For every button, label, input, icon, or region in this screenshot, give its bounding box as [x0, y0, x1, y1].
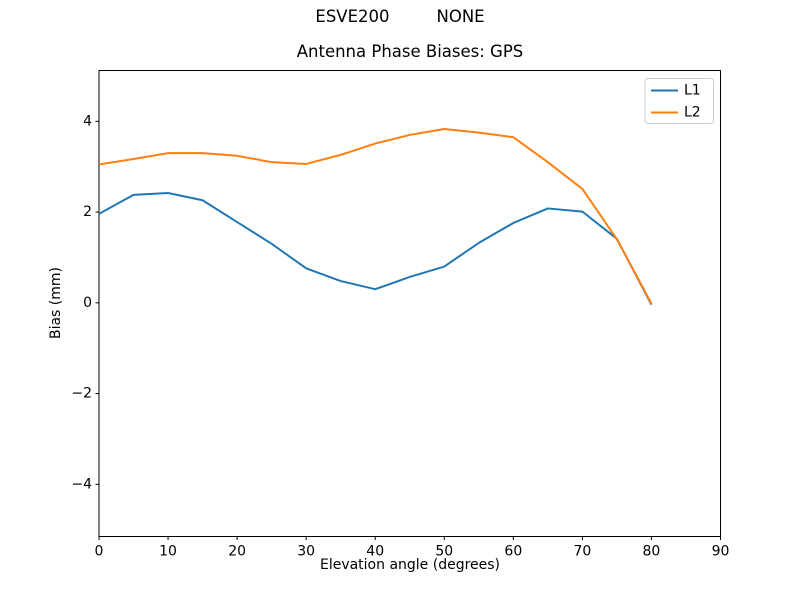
x-tick-label: 60	[504, 544, 522, 560]
x-tick-label: 10	[159, 544, 177, 560]
legend-label-l1: L1	[684, 83, 701, 99]
figure-suptitle: ESVE200 NONE	[0, 7, 800, 26]
y-tick-label: −4	[71, 476, 92, 492]
legend-box	[644, 78, 714, 124]
series-line-l1	[98, 192, 653, 306]
x-axis-label: Elevation angle (degrees)	[319, 557, 501, 573]
axes-frame	[98, 70, 721, 537]
y-tick-label: 2	[83, 204, 92, 220]
y-tick-label: 4	[83, 113, 92, 129]
y-tick-label: 0	[83, 295, 92, 311]
x-tick-label: 30	[297, 544, 315, 560]
x-tick-label: 70	[573, 544, 591, 560]
x-tick-label: 90	[712, 544, 730, 560]
suptitle-radome: NONE	[436, 7, 485, 26]
x-tick-label: 40	[366, 544, 384, 560]
series-line-l2	[98, 128, 653, 305]
x-tick-label: 0	[95, 544, 104, 560]
x-tick-label: 50	[435, 544, 453, 560]
x-tick-label: 80	[643, 544, 661, 560]
suptitle-station: ESVE200	[315, 7, 390, 26]
x-tick-label: 20	[228, 544, 246, 560]
chart-title: Antenna Phase Biases: GPS	[296, 42, 524, 61]
legend-label-l2: L2	[684, 105, 701, 121]
y-tick-label: −2	[71, 386, 92, 402]
